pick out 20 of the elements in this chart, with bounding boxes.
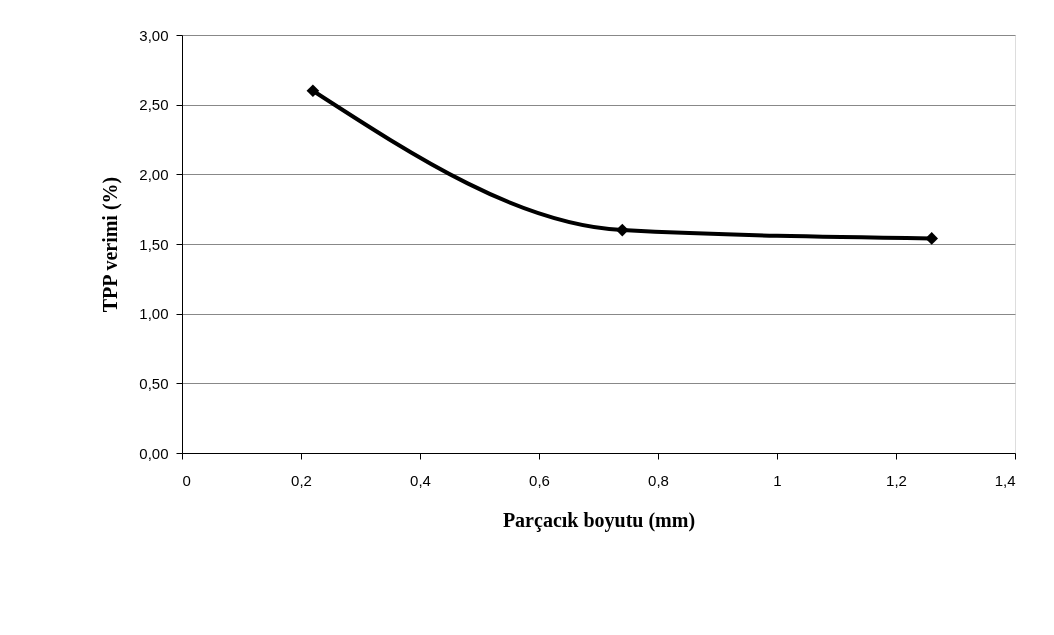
x-tick-label: 1,4 xyxy=(994,471,1016,489)
x-tick-label: 1 xyxy=(773,471,782,489)
y-tick-label: 2,00 xyxy=(139,165,169,183)
x-tick-label: 0,4 xyxy=(410,471,431,489)
point xyxy=(306,84,320,98)
x-axis-title: Parçacık boyutu (mm) xyxy=(502,508,696,532)
x-tick-label: 0,8 xyxy=(648,471,669,489)
y-tick-label: 0,00 xyxy=(139,444,169,462)
x-tick-label: 1,2 xyxy=(886,471,907,489)
y-tick-label: 1,50 xyxy=(139,235,169,253)
y-axis-title: TPP verimi (%) xyxy=(99,176,123,313)
point xyxy=(925,232,939,245)
x-tick-label: 0,2 xyxy=(291,471,312,489)
y-tick-label: 2,50 xyxy=(139,96,169,114)
y-tick-label: 1,00 xyxy=(139,305,169,323)
y-tick-label: 0,50 xyxy=(139,374,169,392)
y-tick-label: 3,00 xyxy=(139,26,169,44)
x-tick-label: 0 xyxy=(182,471,191,489)
x-tick-label: 0,6 xyxy=(529,471,550,489)
point xyxy=(615,223,629,237)
